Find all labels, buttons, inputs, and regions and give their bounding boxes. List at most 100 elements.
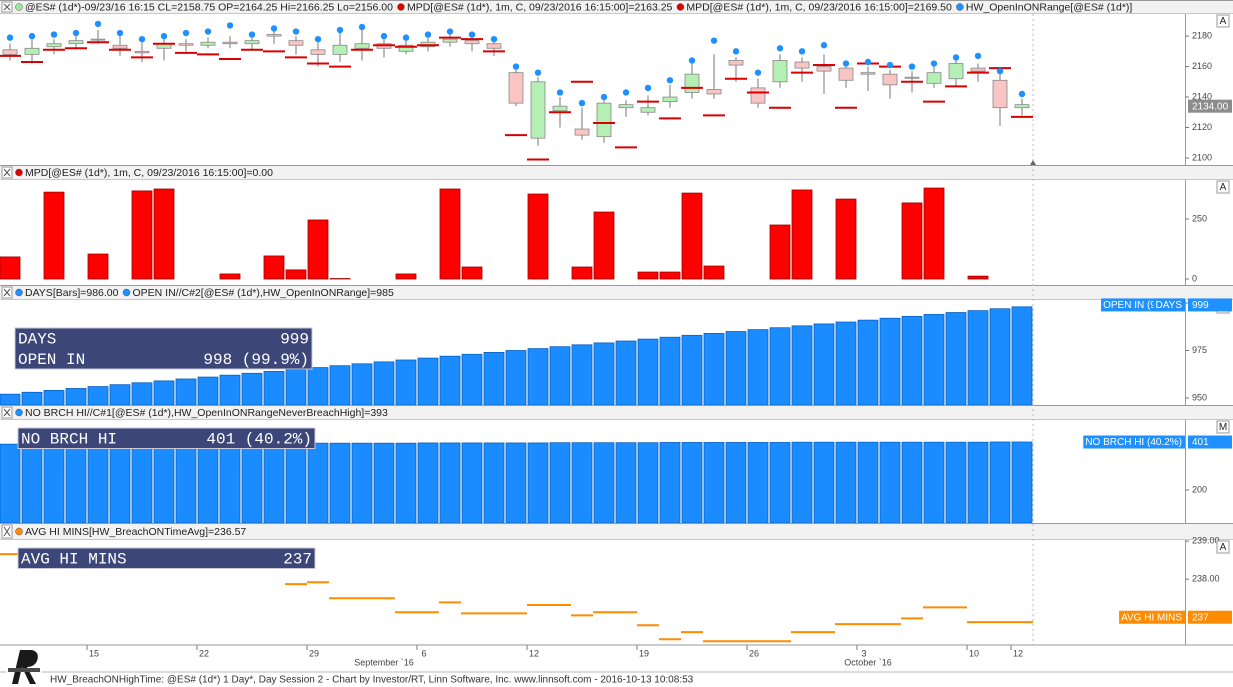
open-dot <box>6 34 14 41</box>
open-dot <box>424 31 432 38</box>
scale-button <box>1216 540 1230 554</box>
bar <box>769 224 791 280</box>
legend-dot <box>15 408 23 417</box>
bar <box>879 441 901 523</box>
plot <box>0 553 1033 643</box>
bar <box>263 443 285 523</box>
candle-body <box>112 44 128 49</box>
bar <box>175 443 197 523</box>
candle-body <box>354 43 370 49</box>
overlay-label: DAYS <box>18 330 56 348</box>
legend-text: MPD[@ES# (1d*), 1m, C, 09/23/2016 16:15:… <box>686 1 952 13</box>
bar <box>923 187 945 280</box>
tag-name-bg <box>1153 298 1185 312</box>
bar <box>131 190 153 280</box>
bar <box>659 442 681 523</box>
bar <box>0 443 21 523</box>
legend-text: OPEN IN//C#2[@ES# (1d*),HW_OpenInONRange… <box>133 287 394 299</box>
bar <box>219 443 241 523</box>
open-dot <box>688 57 696 64</box>
bar <box>87 443 109 523</box>
bar <box>571 344 593 405</box>
open-dot <box>798 48 806 55</box>
bar <box>21 391 43 405</box>
bar <box>461 353 483 405</box>
legend-text: @ES# (1d*)-09/23/16 16:15 CL=2158.75 OP=… <box>25 1 393 13</box>
open-dot <box>820 42 828 49</box>
overlay-box <box>14 327 313 370</box>
bar <box>901 202 923 280</box>
bar <box>417 442 439 523</box>
close-icon <box>3 526 11 537</box>
open-dot <box>336 26 344 34</box>
open-dot <box>864 58 872 66</box>
panes: @ES# (1d*)-09/23/16 16:15 CL=2158.75 OP=… <box>0 0 1233 667</box>
logo <box>6 648 42 686</box>
candle-body <box>398 44 414 52</box>
x-tick-label: 29 <box>309 648 319 658</box>
open-dot <box>446 28 454 35</box>
bar <box>65 443 87 523</box>
close-icon <box>3 3 11 11</box>
bar <box>461 266 483 280</box>
bar <box>571 266 593 280</box>
candle-body <box>134 50 150 54</box>
bar <box>681 334 703 405</box>
bar <box>439 355 461 405</box>
candle-body <box>816 66 832 72</box>
overlay-label: NO BRCH HI <box>21 430 117 448</box>
plot <box>0 187 989 280</box>
bar <box>131 382 153 405</box>
bar <box>505 442 527 523</box>
candle-body <box>486 43 502 49</box>
open-dot <box>292 28 300 35</box>
close-icon <box>3 288 11 297</box>
bar <box>571 442 593 523</box>
scale-button <box>1216 14 1230 28</box>
open-dot <box>94 20 102 28</box>
candle-body <box>728 60 744 66</box>
pane-header <box>0 285 1233 300</box>
open-dot <box>600 93 608 101</box>
bar <box>835 441 857 523</box>
y-tick-label: 2100 <box>1192 152 1212 162</box>
bar <box>901 315 923 405</box>
bar <box>593 442 615 523</box>
bar <box>681 192 703 280</box>
candle-body <box>552 105 568 112</box>
candle-body <box>750 87 766 104</box>
bar <box>791 189 813 280</box>
bar <box>659 271 681 280</box>
bar <box>769 327 791 405</box>
y-tick-label: 2140 <box>1192 91 1212 101</box>
candle-body <box>464 40 480 45</box>
overlay-value: 998 (99.9%) <box>203 351 309 369</box>
legend-text: HW_OpenInONRange[@ES# (1d*)] <box>966 1 1133 13</box>
candle-body <box>662 96 678 103</box>
bar <box>263 255 285 280</box>
scale-button-label: A <box>1220 16 1227 27</box>
candle-body <box>838 67 854 81</box>
bar <box>461 442 483 523</box>
open-dot <box>886 61 894 69</box>
bar <box>153 188 175 280</box>
bar <box>747 442 769 523</box>
legend-text: AVG HI MINS[HW_BreachONTimeAvg]=236.57 <box>25 526 246 538</box>
tag-name: NO BRCH HI (40.2%) <box>1085 437 1182 448</box>
candle-body <box>68 40 84 45</box>
bar <box>637 442 659 523</box>
candle-body <box>860 72 876 75</box>
bar <box>791 325 813 405</box>
bar <box>285 369 307 405</box>
tag-name: DAYS <box>1156 300 1183 311</box>
candle-body <box>24 47 40 55</box>
open-dot <box>28 32 36 40</box>
bar <box>1011 441 1033 523</box>
x-tick-label: 22 <box>199 648 209 658</box>
candle-body <box>178 43 194 46</box>
candle-body <box>2 49 18 55</box>
tag-value-bg <box>1188 99 1232 113</box>
pane-header <box>0 405 1233 420</box>
bar <box>197 443 219 523</box>
bar <box>65 388 87 405</box>
